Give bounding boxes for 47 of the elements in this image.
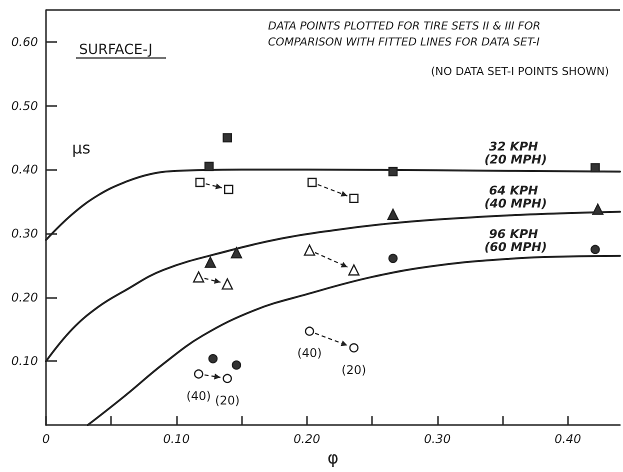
x-tick-label: 0 — [42, 432, 50, 446]
y-tick-label: 0.10 — [11, 354, 38, 368]
x-axis-title: φ — [327, 448, 339, 468]
annotation: DATA POINTS PLOTTED FOR TIRE SETS II & III FOR COMPARISON WITH FITTED LINES FOR DATA SET-I — [268, 20, 544, 48]
point — [204, 256, 216, 268]
x-tick-label: 0.30 — [424, 432, 452, 446]
point — [388, 166, 398, 176]
point — [195, 178, 205, 188]
series-label: 96 KPH (60 MPH) — [484, 226, 547, 254]
point — [208, 354, 218, 364]
point — [224, 184, 234, 194]
point — [204, 162, 214, 172]
x-tick-label: 0.10 — [163, 432, 190, 446]
y-axis-title: μs — [72, 138, 91, 158]
annotation: (20) — [342, 362, 366, 377]
x-tick-label: 0.40 — [554, 432, 582, 446]
point — [387, 208, 399, 220]
annotation: (20) — [215, 393, 240, 408]
point — [349, 343, 359, 352]
point — [304, 244, 316, 256]
y-tick-label: 0.60 — [11, 34, 38, 49]
point — [388, 254, 398, 264]
point — [348, 264, 360, 276]
point — [222, 278, 233, 290]
y-tick-label: 0.20 — [11, 290, 38, 304]
y-tick-label: 0.40 — [11, 162, 38, 177]
series-label: 32 KPH (20 MPH) — [484, 139, 547, 166]
annotation: (NO DATA SET-I POINTS SHOWN) — [430, 65, 610, 78]
point — [222, 133, 232, 142]
point — [307, 178, 317, 188]
annotation: (40) — [297, 346, 322, 360]
point — [222, 374, 232, 384]
point — [194, 369, 204, 379]
point — [192, 271, 204, 283]
point — [304, 326, 314, 336]
point — [232, 360, 242, 370]
y-tick-label: 0.30 — [11, 226, 38, 241]
x-tick-label: 0.20 — [294, 432, 321, 446]
point — [590, 244, 600, 254]
point — [590, 163, 600, 172]
annotation: (40) — [186, 389, 211, 404]
series-label: 64 KPH (40 MPH) — [484, 183, 547, 210]
point — [592, 204, 604, 215]
text: SURFACE-J — [79, 42, 153, 58]
point — [349, 194, 359, 204]
y-tick-label: 0.50 — [11, 98, 38, 113]
point — [230, 247, 242, 258]
